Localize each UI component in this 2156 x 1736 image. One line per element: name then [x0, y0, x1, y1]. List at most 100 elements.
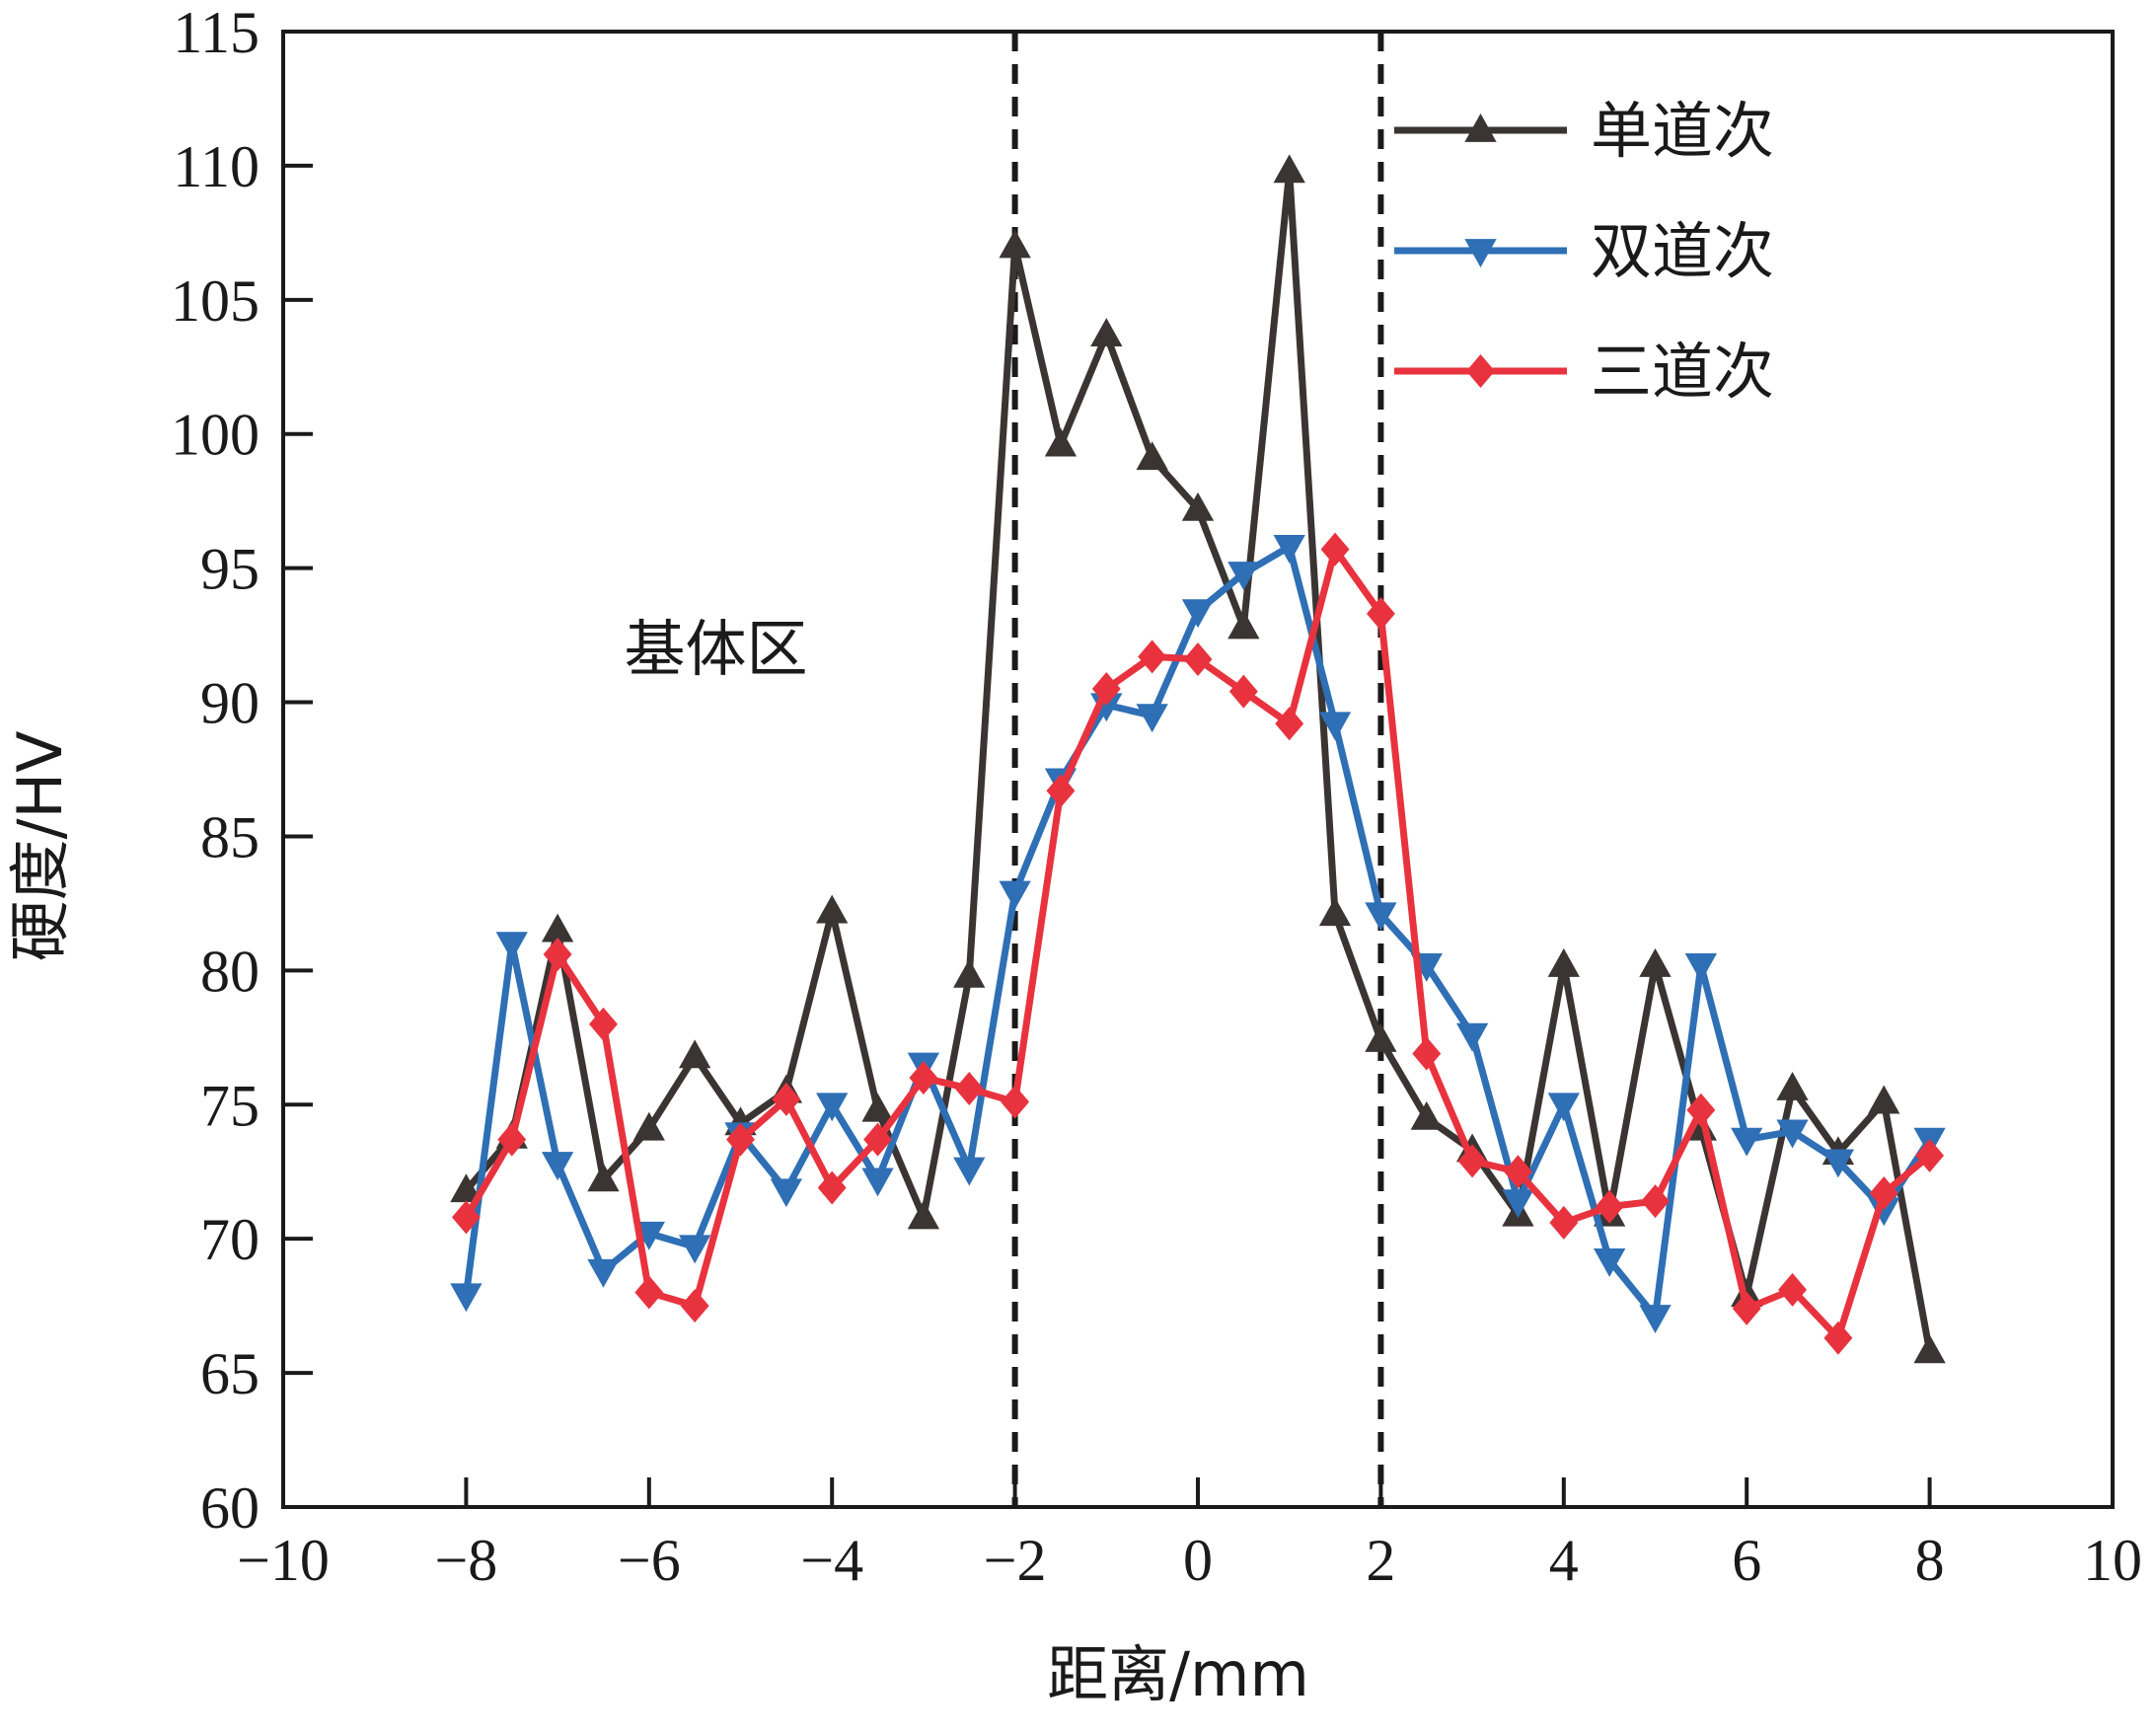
- data-point: [1869, 1175, 1898, 1210]
- data-point: [1913, 1334, 1946, 1364]
- data-point: [1138, 640, 1167, 674]
- data-point: [541, 1152, 574, 1181]
- y-tick-label: 100: [171, 403, 260, 468]
- data-point: [1776, 1071, 1809, 1100]
- x-tick-label: −2: [984, 1528, 1047, 1593]
- data-point: [816, 894, 849, 924]
- plot-frame: [281, 30, 2115, 1509]
- data-point: [451, 1200, 481, 1235]
- data-point: [1046, 774, 1076, 808]
- data-point: [999, 229, 1031, 259]
- data-point: [1823, 1321, 1853, 1355]
- data-point: [1686, 1093, 1716, 1127]
- data-point: [1091, 671, 1121, 706]
- y-tick-label: 75: [200, 1073, 260, 1138]
- data-point: [1547, 947, 1580, 977]
- x-tick-label: 6: [1732, 1528, 1761, 1593]
- data-point: [1464, 113, 1497, 142]
- data-point: [450, 1173, 483, 1203]
- y-tick-label: 60: [200, 1475, 260, 1541]
- data-point: [541, 913, 574, 943]
- x-axis-ticks: −10 −8 −6 −4 −2 0 2 4 6 8 10: [237, 1477, 2142, 1593]
- y-tick-label: 110: [173, 134, 260, 199]
- data-point: [1412, 1036, 1442, 1071]
- series-layer: [450, 154, 1946, 1364]
- y-axis-ticks: 60 65 70 75 80 85 90 95 100 105 110 115: [171, 0, 313, 1541]
- x-tick-label: 4: [1549, 1528, 1579, 1593]
- data-point: [816, 1093, 849, 1122]
- data-point: [772, 1082, 801, 1116]
- data-point: [634, 1275, 664, 1310]
- data-point: [1731, 1127, 1763, 1157]
- data-point: [497, 1122, 527, 1157]
- data-point: [1044, 427, 1078, 457]
- data-point: [999, 880, 1031, 910]
- data-point: [861, 1168, 894, 1197]
- data-point: [1868, 1085, 1900, 1114]
- data-point: [1228, 674, 1258, 709]
- y-tick-label: 65: [200, 1341, 260, 1406]
- data-point: [1684, 953, 1717, 982]
- data-point: [679, 1039, 711, 1069]
- data-point: [953, 958, 986, 988]
- data-point: [1821, 1149, 1855, 1178]
- data-point: [1318, 712, 1352, 741]
- x-tick-label: 0: [1183, 1528, 1213, 1593]
- y-tick-label: 70: [200, 1207, 260, 1272]
- x-axis-title: 距离/mm: [1047, 1638, 1309, 1710]
- data-point: [1464, 239, 1497, 267]
- x-tick-label: −10: [237, 1528, 330, 1593]
- data-point: [450, 1283, 483, 1313]
- x-tick-label: 8: [1915, 1528, 1945, 1593]
- data-point: [863, 1122, 892, 1157]
- data-point: [1227, 562, 1260, 591]
- y-tick-label: 105: [171, 268, 260, 334]
- y-tick-label: 95: [200, 537, 260, 602]
- legend-label: 双道次: [1591, 215, 1774, 287]
- data-point: [1457, 1144, 1487, 1178]
- data-point: [1320, 532, 1350, 566]
- data-point: [587, 1163, 620, 1192]
- y-axis-title: 硬度/HV: [4, 730, 76, 961]
- y-tick-label: 80: [200, 939, 260, 1004]
- data-point: [589, 1007, 618, 1041]
- y-tick-label: 90: [200, 671, 260, 736]
- data-point: [1641, 1184, 1670, 1219]
- data-point: [1181, 491, 1215, 521]
- data-point: [1732, 1291, 1761, 1325]
- data-point: [909, 1061, 938, 1095]
- data-point: [1639, 947, 1672, 977]
- data-point: [861, 1093, 894, 1122]
- series-group: [451, 532, 1945, 1355]
- data-point: [1136, 704, 1168, 733]
- data-point: [953, 1157, 986, 1186]
- data-point: [1227, 610, 1260, 640]
- legend-label: 单道次: [1591, 95, 1774, 167]
- x-tick-label: −8: [434, 1528, 497, 1593]
- data-point: [587, 1258, 620, 1288]
- y-tick-label: 115: [173, 0, 260, 65]
- data-point: [1273, 154, 1305, 184]
- data-point: [1549, 1205, 1579, 1240]
- data-point: [1639, 1305, 1672, 1334]
- data-point: [1181, 599, 1215, 629]
- data-point: [817, 1170, 847, 1205]
- legend-label: 三道次: [1591, 336, 1774, 408]
- data-point: [1547, 1093, 1580, 1122]
- data-point: [1090, 318, 1123, 347]
- data-point: [1001, 1085, 1030, 1119]
- data-point: [1273, 534, 1305, 564]
- data-point: [1365, 902, 1397, 932]
- x-tick-label: 2: [1366, 1528, 1395, 1593]
- y-tick-label: 85: [200, 804, 260, 869]
- data-point: [1776, 1119, 1809, 1149]
- data-point: [770, 1178, 802, 1208]
- data-point: [1466, 354, 1495, 388]
- data-point: [680, 1289, 709, 1323]
- data-point: [1183, 642, 1213, 677]
- data-point: [1502, 1189, 1534, 1219]
- data-point: [1595, 1189, 1624, 1224]
- data-point: [1275, 707, 1304, 741]
